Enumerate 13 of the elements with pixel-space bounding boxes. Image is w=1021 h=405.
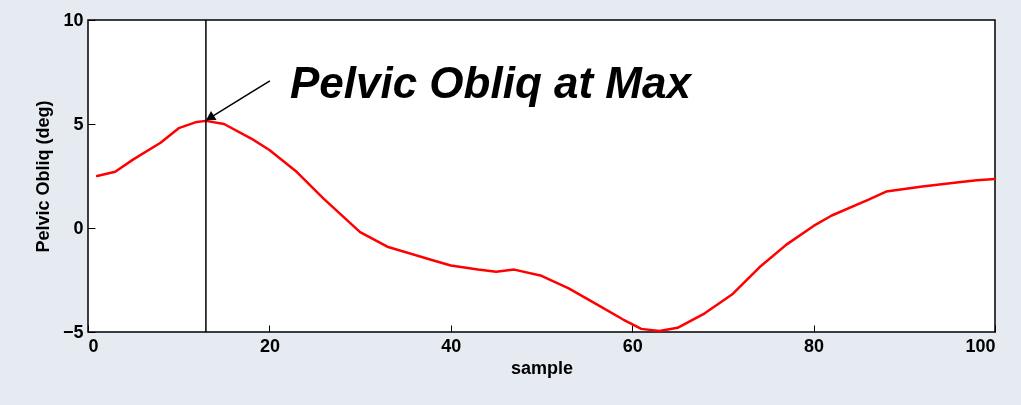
y-tick-label: 5 <box>73 113 84 134</box>
y-tick-label: 0 <box>73 217 84 238</box>
x-tick-label: 40 <box>441 335 462 356</box>
x-tick-label: 20 <box>259 335 280 356</box>
x-axis-title: sample <box>510 357 574 378</box>
x-tick-label: 80 <box>804 335 825 356</box>
x-tick-label: 0 <box>88 335 99 356</box>
x-tick-label: 100 <box>965 335 996 356</box>
y-axis-title: Pelvic Obliq (deg) <box>32 100 53 253</box>
annotation: Pelvic Obliq at Max <box>289 57 693 107</box>
y-tick-label: 10 <box>63 9 84 30</box>
y-tick-label: −5 <box>62 321 84 342</box>
x-tick-label: 60 <box>622 335 643 356</box>
